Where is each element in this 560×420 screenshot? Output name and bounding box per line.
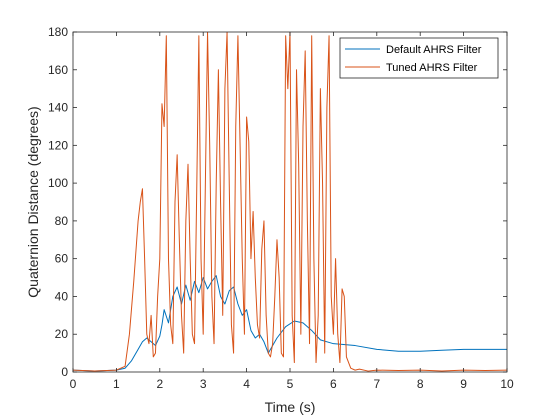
legend-label-default: Default AHRS Filter <box>386 44 482 56</box>
x-tick-label: 9 <box>460 377 467 391</box>
series-line-tuned <box>73 32 507 372</box>
series-layer <box>73 32 507 372</box>
x-tick-label: 6 <box>330 377 337 391</box>
x-tick-label: 3 <box>200 377 207 391</box>
legend-box <box>339 37 499 79</box>
y-tick-label: 80 <box>55 214 69 228</box>
y-tick-label: 140 <box>48 101 68 115</box>
y-tick-label: 20 <box>55 327 69 341</box>
y-tick-label: 160 <box>48 63 68 77</box>
x-tick-label: 8 <box>417 377 424 391</box>
x-tick-label: 0 <box>70 377 77 391</box>
y-tick-label: 40 <box>55 289 69 303</box>
legend-label-tuned: Tuned AHRS Filter <box>386 62 478 74</box>
x-tick-label: 2 <box>156 377 163 391</box>
y-axis-label: Quaternion Distance (degrees) <box>25 106 41 297</box>
x-tick-label: 1 <box>113 377 120 391</box>
x-tick-label: 4 <box>243 377 250 391</box>
x-tick-label: 5 <box>287 377 294 391</box>
legend: Default AHRS Filter Tuned AHRS Filter <box>339 37 499 79</box>
y-tick-label: 0 <box>61 365 68 379</box>
x-tick-label: 10 <box>500 377 514 391</box>
y-tick-label: 60 <box>55 252 69 266</box>
y-tick-label: 180 <box>48 25 68 39</box>
x-tick-label: 7 <box>373 377 380 391</box>
x-axis-label: Time (s) <box>265 399 316 415</box>
y-tick-label: 100 <box>48 176 68 190</box>
y-tick-label: 120 <box>48 138 68 152</box>
